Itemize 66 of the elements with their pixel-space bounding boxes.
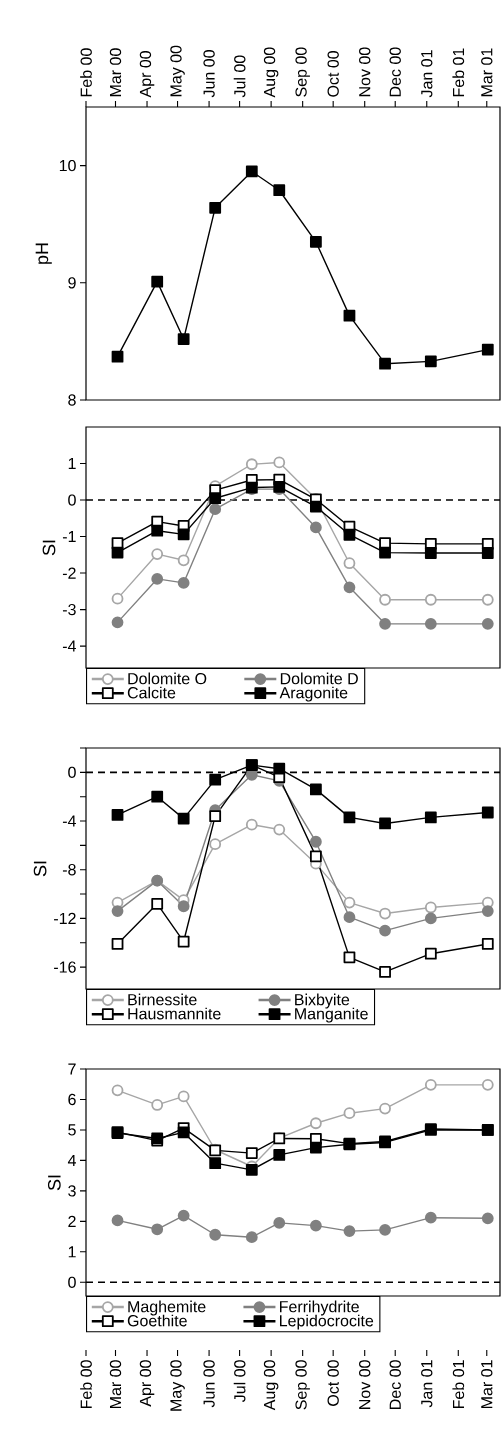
y-tick-label: -4 xyxy=(62,640,76,652)
legend-label: Birnessite xyxy=(128,993,197,1006)
x-tick-label: Jan 01 xyxy=(421,1360,433,1408)
x-tick-label: Mar 01 xyxy=(481,48,493,97)
x-tick-label: May 00 xyxy=(170,1360,185,1411)
y-tick-label: -16 xyxy=(54,961,76,973)
y-tick-label: 1 xyxy=(68,458,76,470)
x-tick-label: Sep 00 xyxy=(295,47,310,97)
legend-label: Dolomite D xyxy=(280,672,358,685)
y-tick-label: 9 xyxy=(68,277,76,289)
y-tick-label: -3 xyxy=(62,603,76,616)
y-tick-label: -12 xyxy=(54,912,76,924)
y-tick-label: 0 xyxy=(68,1276,76,1288)
x-tick-label: Jun 00 xyxy=(203,1360,215,1408)
x-tick-label: Feb 00 xyxy=(80,1360,92,1409)
y-axis-title: pH xyxy=(35,243,52,264)
x-tick-label: Nov 00 xyxy=(359,1360,371,1409)
x-tick-label: Jun 00 xyxy=(203,50,215,98)
y-tick-label: -4 xyxy=(62,815,76,827)
x-tick-label: Feb 01 xyxy=(452,1360,465,1409)
legend-label: Goethite xyxy=(127,1314,187,1327)
y-tick-label: 1 xyxy=(68,1246,76,1258)
x-tick-label: Mar 00 xyxy=(109,48,122,97)
x-tick-label: Jul 00 xyxy=(233,1360,246,1402)
x-tick-label: May 00 xyxy=(170,45,185,97)
y-axis-title: SI xyxy=(47,1175,61,1191)
y-tick-label: 2 xyxy=(68,1215,76,1227)
y-tick-label: 10 xyxy=(59,159,76,172)
y-tick-label: 4 xyxy=(67,1154,76,1166)
y-tick-label: 0 xyxy=(68,494,76,506)
x-tick-label: Dec 00 xyxy=(389,47,401,97)
x-tick-label: Jan 01 xyxy=(421,50,433,98)
legend-label: Lepidocrocite xyxy=(280,1314,374,1330)
x-tick-label: Aug 00 xyxy=(263,47,279,98)
legend-label: Ferrihydrite xyxy=(280,1300,359,1316)
x-tick-label: Apr 00 xyxy=(139,1360,155,1407)
legend-label: Bixbyite xyxy=(295,993,350,1009)
x-tick-label: Sep 00 xyxy=(295,1360,310,1410)
y-tick-label: 8 xyxy=(68,394,76,406)
x-tick-label: Jul 00 xyxy=(233,55,246,98)
y-tick-label: 0 xyxy=(68,766,76,779)
legend-label: Aragonite xyxy=(279,686,348,702)
x-tick-label: Oct 00 xyxy=(327,1360,339,1406)
y-axis-title: SI xyxy=(42,540,56,556)
y-tick-label: 6 xyxy=(68,1093,76,1106)
x-tick-label: Feb 00 xyxy=(80,48,92,97)
x-tick-label: Dec 00 xyxy=(389,1360,401,1409)
x-tick-label: Oct 00 xyxy=(327,50,339,97)
y-tick-label: 7 xyxy=(68,1063,76,1075)
y-tick-label: -1 xyxy=(62,531,76,543)
legend-label: Hausmannite xyxy=(128,1007,221,1020)
x-tick-label: Apr 00 xyxy=(139,50,155,98)
x-tick-label: Feb 01 xyxy=(452,48,465,97)
y-tick-label: -8 xyxy=(62,864,76,876)
legend-label: Manganite xyxy=(295,1007,368,1023)
x-tick-label: Aug 00 xyxy=(263,1360,279,1411)
legend-label: Maghemite xyxy=(128,1300,206,1316)
y-tick-label: 5 xyxy=(68,1124,76,1136)
legend-label: Calcite xyxy=(127,686,176,699)
x-tick-label: Nov 00 xyxy=(359,47,371,97)
y-tick-label: 3 xyxy=(68,1185,76,1197)
legend-label: Dolomite O xyxy=(128,672,207,685)
y-axis-title: SI xyxy=(33,861,47,877)
x-tick-label: Mar 01 xyxy=(481,1360,493,1409)
x-tick-label: Mar 00 xyxy=(109,1360,122,1409)
y-tick-label: -2 xyxy=(62,567,76,579)
